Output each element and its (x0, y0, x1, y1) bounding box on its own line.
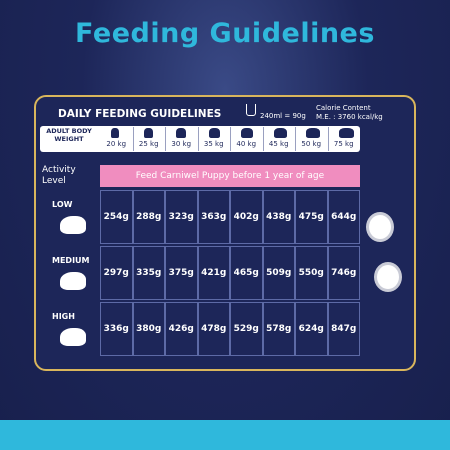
dog-icon (241, 128, 253, 138)
cell: 624g (295, 302, 328, 356)
dog-icon (176, 128, 186, 138)
cell: 644g (327, 190, 360, 244)
divider (230, 127, 231, 151)
cell: 402g (230, 190, 263, 244)
weight: 25 kg (138, 140, 159, 148)
calorie-value: M.E. : 3760 kcal/kg (316, 113, 383, 121)
dog-silhouette (60, 328, 86, 346)
cell: 478g (197, 302, 230, 356)
cell: 288g (132, 190, 165, 244)
cell: 335g (132, 246, 165, 300)
divider (327, 127, 329, 151)
calorie-label: Calorie Content (316, 104, 371, 112)
dog-silhouette (60, 216, 86, 234)
cell: 363g (197, 190, 230, 244)
cell: 323g (165, 190, 198, 244)
weight: 30 kg (171, 140, 192, 148)
dog-icon (208, 128, 220, 138)
cell: 578g (262, 302, 295, 356)
cell: 465g (230, 246, 263, 300)
weight: 50 kg (301, 140, 322, 148)
weight-label: ADULT BODY WEIGHT (46, 127, 92, 143)
cell: 509g (262, 246, 295, 300)
activity-level: LOW (52, 200, 73, 209)
cell: 375g (165, 246, 198, 300)
divider (262, 127, 264, 151)
bowl-icon (374, 262, 402, 292)
cell: 438g (262, 190, 295, 244)
activity-label: Activity Level (42, 165, 76, 186)
weight: 75 kg (333, 140, 354, 148)
cell: 746g (327, 246, 360, 300)
dog-icon (273, 128, 287, 138)
dog-icon (111, 128, 119, 138)
divider (165, 127, 166, 151)
title: Feeding Guidelines (75, 18, 375, 49)
divider (197, 127, 199, 151)
cell: 297g (100, 246, 133, 300)
activity-level: MEDIUM (52, 256, 90, 265)
cell: 529g (230, 302, 263, 356)
weight: 20 kg (106, 140, 127, 148)
weight: 40 kg (236, 140, 257, 148)
dog-icon (143, 128, 153, 138)
weight: 35 kg (203, 140, 224, 148)
cell: 847g (327, 302, 360, 356)
dog-silhouette (60, 272, 86, 290)
cell: 475g (295, 190, 328, 244)
banner: Feed Carniwel Puppy before 1 year of age (100, 165, 360, 187)
divider (132, 127, 134, 151)
panel-heading: DAILY FEEDING GUIDELINES (58, 108, 222, 120)
cell: 254g (100, 190, 133, 244)
cell: 380g (132, 302, 165, 356)
dog-icon (306, 128, 320, 138)
bottom-strip (0, 420, 450, 450)
activity-level: HIGH (52, 312, 75, 321)
bowl-icon (366, 212, 394, 242)
cup-icon (246, 104, 256, 116)
cell: 421g (197, 246, 230, 300)
cell: 336g (100, 302, 133, 356)
cell: 426g (165, 302, 198, 356)
measure: 240ml = 90g (260, 112, 306, 120)
weight: 45 kg (268, 140, 289, 148)
dog-icon (338, 128, 354, 138)
cell: 550g (295, 246, 328, 300)
divider (295, 127, 296, 151)
